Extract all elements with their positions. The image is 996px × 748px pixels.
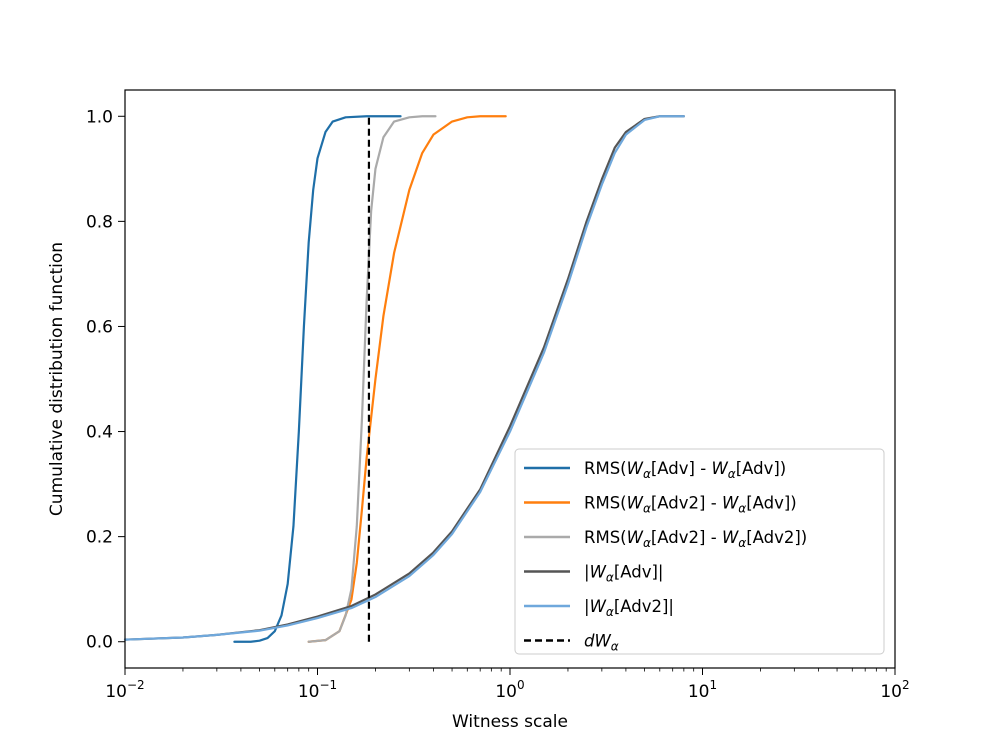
legend-frame <box>514 448 885 655</box>
x-axis-label: Witness scale <box>452 712 568 732</box>
y-tick-label: 0.8 <box>86 212 113 232</box>
legend-label-5: |Wα[Adv2]| <box>584 597 674 619</box>
y-tick-label: 0.4 <box>86 423 113 443</box>
legend-label-6: dWα​ <box>584 632 619 654</box>
series-line-3 <box>307 115 437 643</box>
y-tick-label: 0.0 <box>86 633 113 653</box>
x-axis-ticks: 10−2 10−1 100 101 102 <box>105 668 910 702</box>
y-tick-label: 0.6 <box>86 317 113 337</box>
legend-label-4: |Wα[Adv]| <box>584 563 663 585</box>
legend: RMS(Wα[Adv] - Wα[Adv]) RMS(Wα[Adv2] - Wα[… <box>514 448 885 655</box>
x-tick-label: 102 <box>880 678 909 702</box>
y-tick-label: 0.2 <box>86 528 113 548</box>
x-tick-label: 10−2 <box>105 678 144 702</box>
legend-label-3: RMS(Wα[Adv2] - Wα[Adv2]) <box>584 528 807 550</box>
x-tick-label: 100 <box>495 678 524 702</box>
series-line-5 <box>123 115 685 641</box>
x-tick-label: 101 <box>688 678 717 702</box>
legend-label-1: RMS(Wα[Adv] - Wα[Adv]) <box>584 459 786 481</box>
y-tick-label: 1.0 <box>86 107 113 127</box>
x-tick-label: 10−1 <box>298 678 337 702</box>
y-axis-ticks: 0.0 0.2 0.4 0.6 0.8 1.0 <box>86 107 125 653</box>
series-line-1 <box>233 115 402 643</box>
y-axis-label: Cumulative distribution function <box>47 242 67 516</box>
plot-series <box>123 115 685 643</box>
legend-label-2: RMS(Wα[Adv2] - Wα[Adv]) <box>584 494 797 516</box>
